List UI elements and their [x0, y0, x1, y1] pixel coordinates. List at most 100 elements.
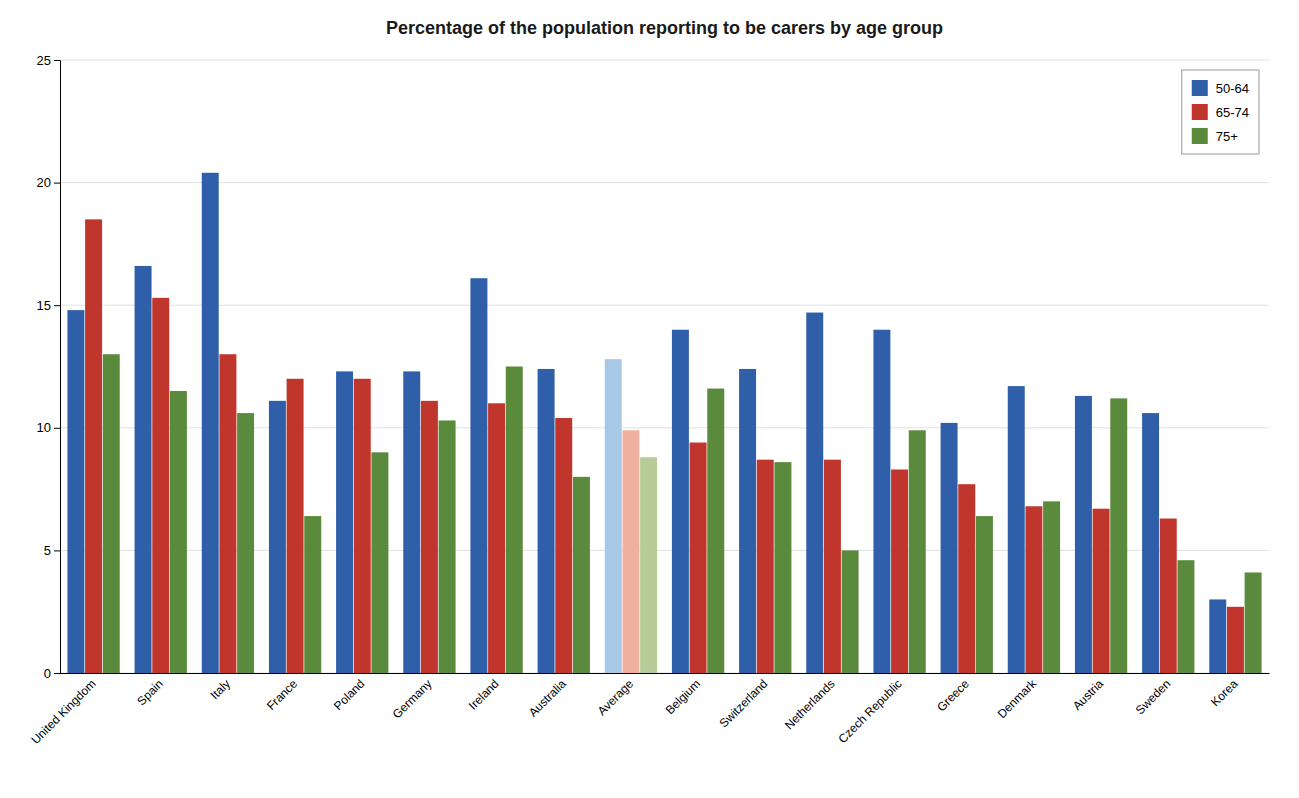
y-tick-mark — [54, 673, 60, 674]
bar — [1093, 509, 1110, 673]
legend-label: 65-74 — [1216, 105, 1249, 120]
bar — [640, 457, 657, 673]
x-tick-label: Belgium — [663, 677, 704, 718]
bar-series — [103, 354, 1262, 673]
bar — [1245, 572, 1262, 673]
bar — [824, 460, 841, 673]
bar — [538, 369, 555, 673]
bar — [672, 330, 689, 673]
bar — [690, 443, 707, 673]
y-tick: 0 — [44, 666, 60, 681]
y-tick-label: 5 — [44, 543, 51, 558]
bar — [909, 430, 926, 673]
title: Percentage of the population reporting t… — [386, 18, 943, 38]
x-axis-line — [61, 673, 1270, 674]
bar — [573, 477, 590, 673]
y-tick: 5 — [44, 543, 60, 558]
bar — [739, 369, 756, 673]
x-tick-label: United Kingdom — [28, 677, 98, 747]
bar — [622, 430, 639, 673]
y-tick-label: 25 — [37, 53, 51, 68]
y-tick-label: 15 — [37, 298, 51, 313]
x-tick: Netherlands — [782, 677, 838, 733]
x-tick: Italy — [208, 677, 233, 702]
x-tick-label: Sweden — [1133, 677, 1174, 718]
bar-series — [67, 173, 1226, 673]
x-tick-label: Australia — [526, 676, 569, 719]
bar — [757, 460, 774, 673]
bar — [1025, 506, 1042, 673]
y-tick-mark — [54, 183, 60, 184]
x-tick: Spain — [134, 677, 166, 709]
x-tick: Ireland — [466, 677, 502, 713]
legend-swatch — [1192, 104, 1208, 120]
x-tick: Sweden — [1133, 677, 1174, 718]
legend-label: 50-64 — [1216, 81, 1249, 96]
bar — [976, 516, 993, 673]
bar — [1110, 398, 1127, 673]
x-tick: Czech Republic — [835, 677, 904, 746]
bar — [842, 550, 859, 673]
x-tick: Denmark — [995, 676, 1040, 721]
y-tick-mark — [54, 550, 60, 551]
grid-line — [60, 305, 1269, 306]
legend-swatch — [1192, 128, 1208, 144]
bar — [152, 298, 169, 673]
bar — [403, 371, 420, 673]
x-tick-label: France — [264, 676, 301, 713]
legend-swatch — [1192, 80, 1208, 96]
bar — [1075, 396, 1092, 673]
x-tick: Greece — [934, 676, 972, 714]
grid — [60, 60, 1269, 673]
y-tick: 25 — [37, 53, 60, 68]
bar — [421, 401, 438, 673]
y-tick-mark — [54, 428, 60, 429]
x-tick: Germany — [390, 677, 435, 722]
chart-svg: 0 5 10 15 20 25 United Kingdom Spain Italy France… — [0, 0, 1299, 798]
bar — [958, 484, 975, 673]
bar — [103, 354, 120, 673]
bar — [506, 367, 523, 674]
y-axis-line — [54, 61, 61, 674]
x-tick-label: Spain — [134, 677, 166, 709]
bar — [806, 313, 823, 673]
x-tick-label: Poland — [331, 677, 367, 713]
x-tick-label: Austria — [1070, 676, 1107, 713]
grid-line — [60, 182, 1269, 183]
bar — [873, 330, 890, 673]
x-tick-label: Italy — [208, 677, 233, 702]
bar — [1008, 386, 1025, 673]
y-tick-label: 20 — [37, 175, 51, 190]
x-tick: Average — [595, 676, 637, 718]
x-tick-label: Denmark — [995, 676, 1040, 721]
bar — [237, 413, 254, 673]
bar — [170, 391, 187, 673]
y-tick: 10 — [37, 420, 60, 435]
bar — [1142, 413, 1159, 673]
bar — [85, 219, 102, 673]
chart-container: 0 5 10 15 20 25 United Kingdom Spain Italy France… — [0, 0, 1299, 798]
bar — [891, 469, 908, 673]
x-tick-label: Ireland — [466, 677, 502, 713]
bar — [774, 462, 791, 673]
legend-box — [1182, 70, 1259, 154]
bar — [555, 418, 572, 673]
x-tick-label: Average — [595, 676, 637, 718]
bar-series — [85, 219, 1244, 673]
bar — [354, 379, 371, 673]
legend-label: 75+ — [1216, 129, 1238, 144]
bar — [470, 278, 487, 673]
bar — [1160, 519, 1177, 673]
x-tick: France — [264, 676, 301, 713]
bar — [371, 452, 388, 673]
x-tick: Korea — [1208, 676, 1241, 709]
bar — [219, 354, 236, 673]
y-tick: 15 — [37, 298, 60, 313]
x-tick-label: Netherlands — [782, 677, 838, 733]
bar — [269, 401, 286, 673]
bar — [304, 516, 321, 673]
bars — [67, 173, 1261, 673]
x-tick-label: Greece — [934, 676, 972, 714]
bar — [941, 423, 958, 673]
bar — [1043, 501, 1060, 673]
